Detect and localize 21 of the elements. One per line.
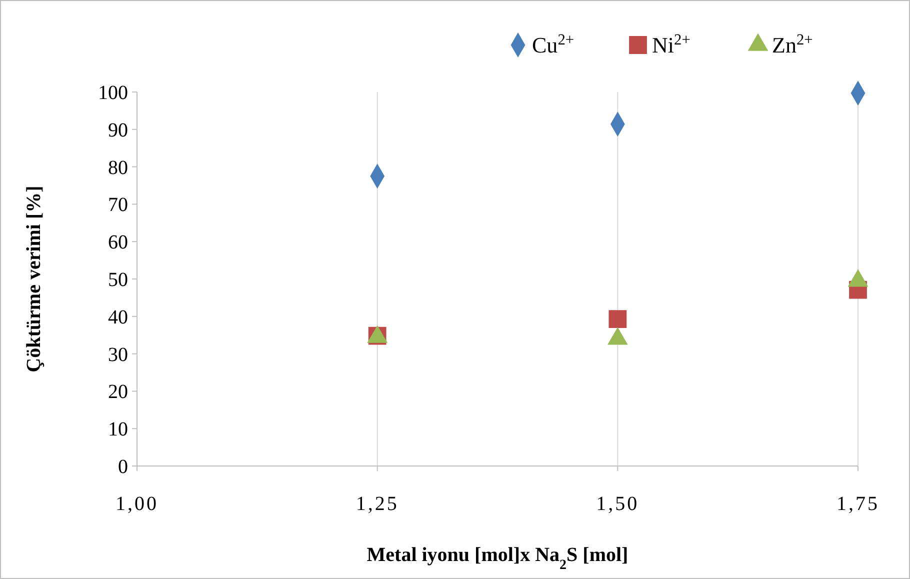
x-tick-label: 1,75 — [836, 493, 880, 515]
point — [608, 310, 627, 328]
x-axis-title: Metal iyonu [mol]x Na$_{2}$S [mol] — [366, 544, 628, 572]
y-tick-label: 30 — [108, 344, 128, 366]
y-axis-title: Çöktürme verimi [%] — [23, 186, 45, 372]
legend-label: Cu$^{2+}$ — [532, 31, 574, 58]
x-tick-label: 1,00 — [116, 493, 158, 515]
y-tick-label: 80 — [108, 156, 128, 179]
y-tick-label: 20 — [108, 381, 128, 404]
y-tick-label: 0 — [118, 456, 128, 478]
y-tick-label: 40 — [108, 306, 128, 328]
x-tick-label: 1,50 — [596, 493, 640, 515]
legend-label: Ni$^{2+}$ — [652, 31, 690, 58]
y-tick-label: 10 — [108, 418, 128, 441]
y-tick-label: 90 — [108, 119, 128, 142]
y-tick-label: 60 — [108, 232, 128, 254]
y-tick-label: 50 — [108, 269, 128, 291]
y-tick-label: 70 — [108, 194, 128, 216]
y-tick-label: 100 — [98, 82, 128, 104]
x-tick-label: 1,25 — [356, 493, 399, 515]
legend-label: Zn$^{2+}$ — [772, 31, 813, 58]
